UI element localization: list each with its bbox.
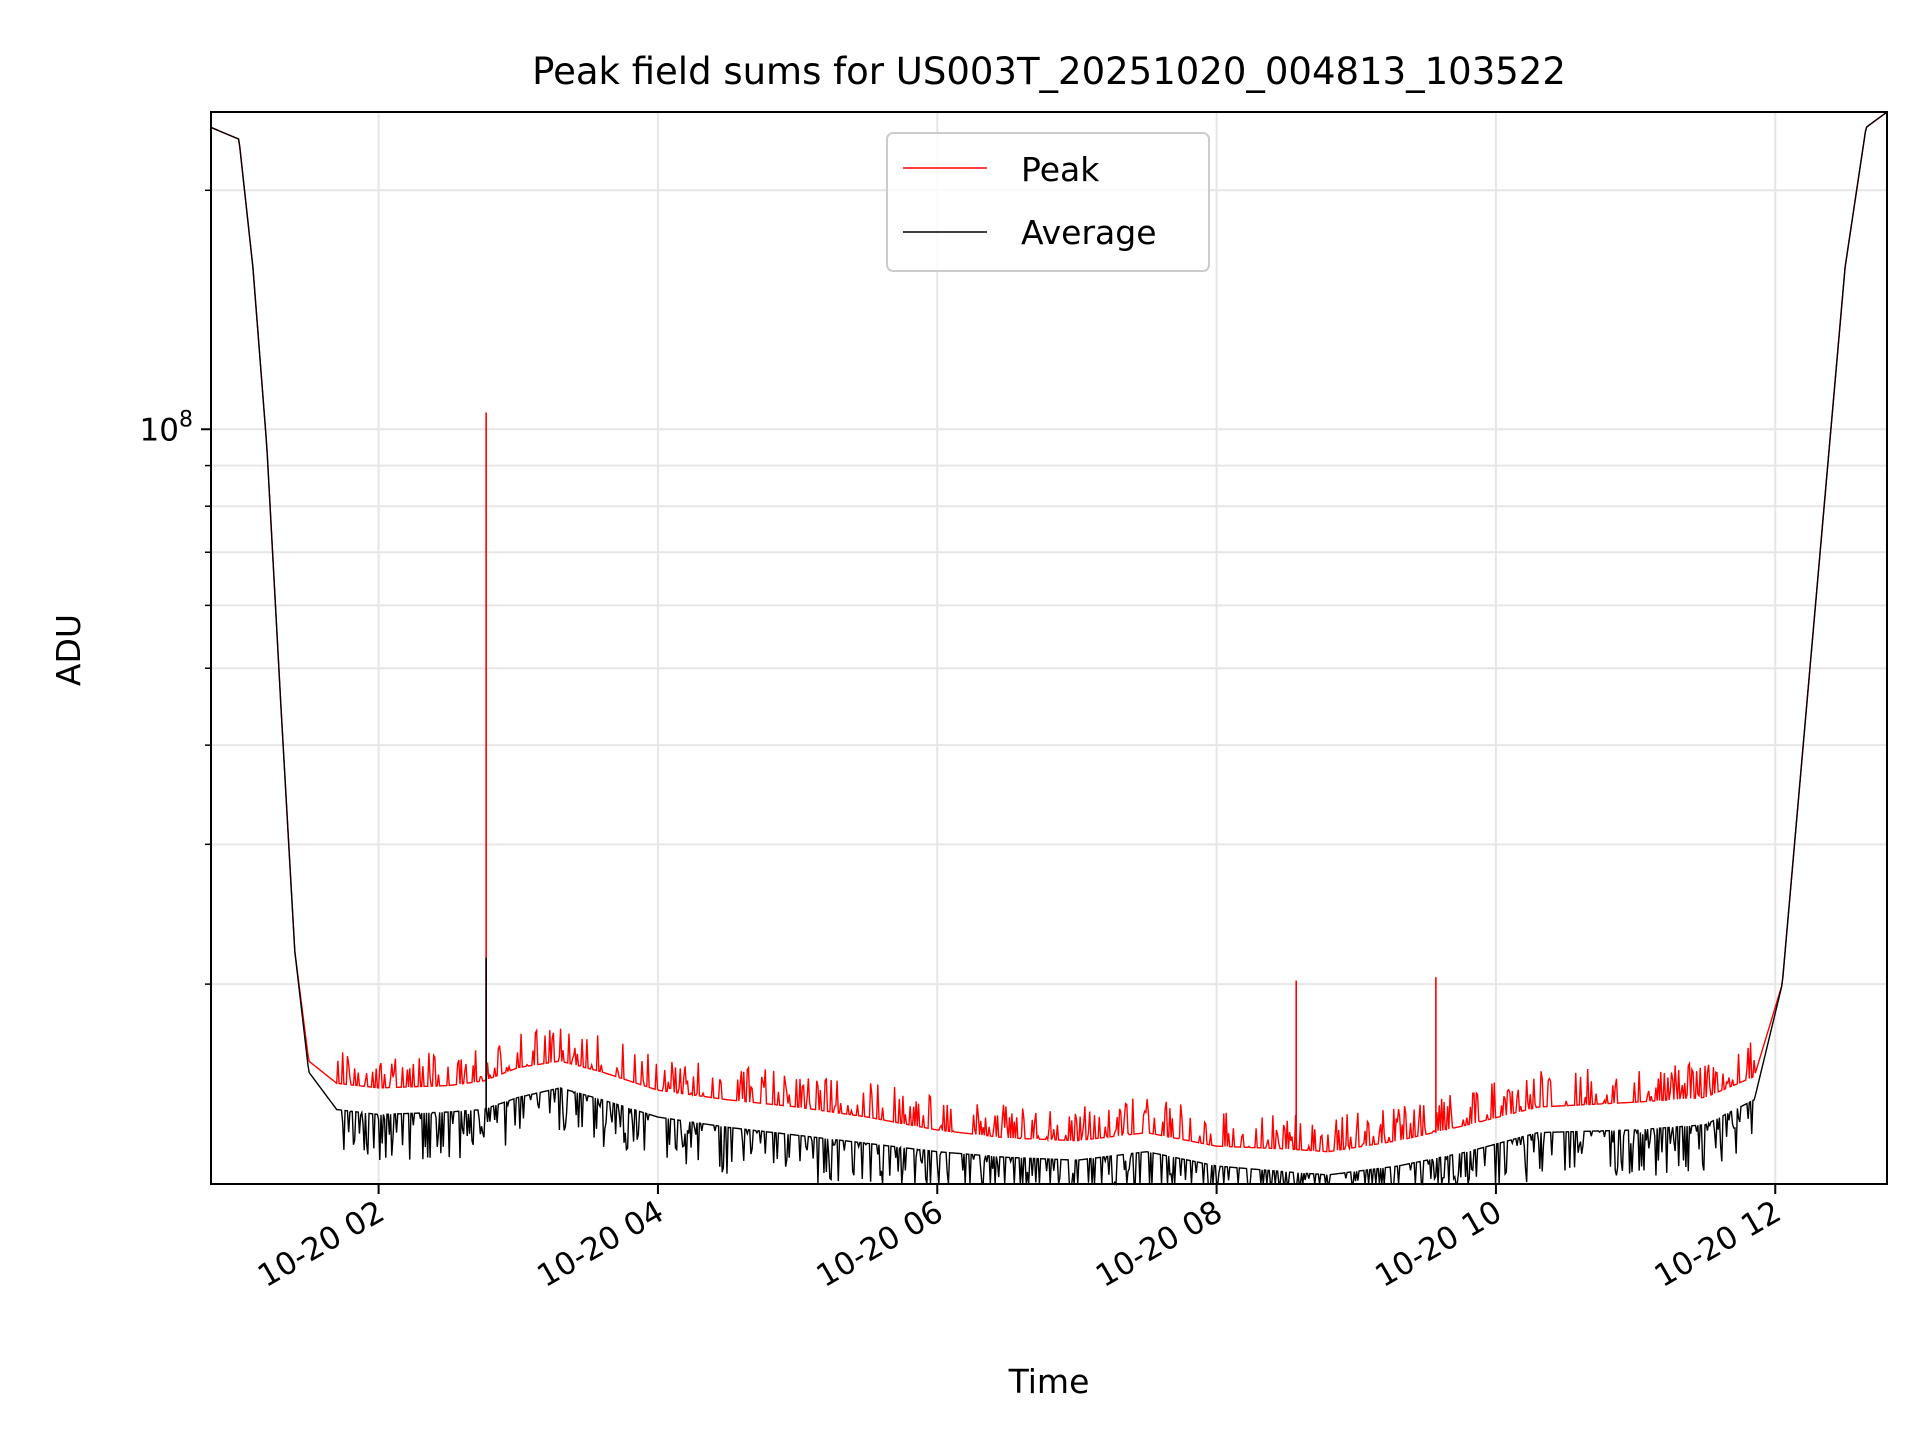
legend-peak-label: Peak <box>1021 150 1100 189</box>
series-line-average <box>210 111 1888 1187</box>
series-layer <box>210 111 1888 1187</box>
y-tick-label: 108 <box>140 407 193 448</box>
y-axis-label: ADU <box>49 614 88 686</box>
chart-title: Peak field sums for US003T_20251020_0048… <box>532 50 1566 93</box>
series-line-peak <box>210 111 1888 1153</box>
x-axis-label: Time <box>1008 1362 1090 1401</box>
legend: Peak Average <box>886 132 1210 272</box>
legend-average-label: Average <box>1021 213 1157 252</box>
plot-frame <box>210 111 1888 1185</box>
